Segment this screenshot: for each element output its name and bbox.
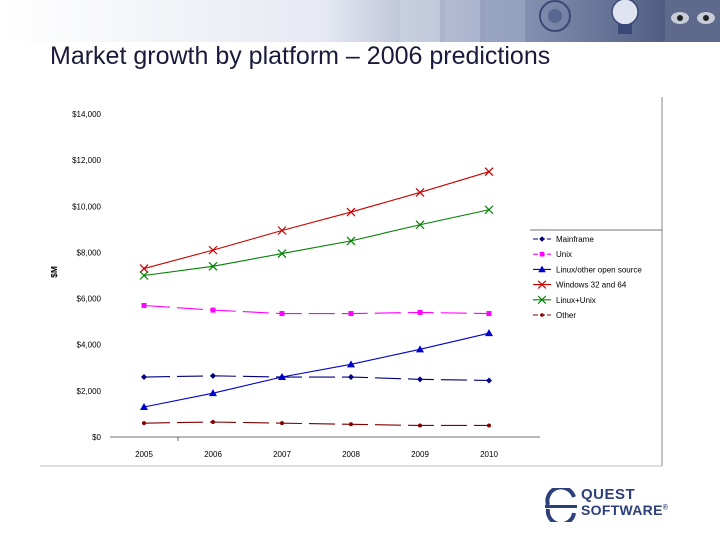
quest-logo-icon — [545, 488, 577, 522]
legend-label: Windows 32 and 64 — [556, 281, 627, 290]
data-point — [487, 423, 491, 428]
series-line-unix — [143, 304, 490, 315]
legend-label: Unix — [556, 250, 572, 259]
data-point — [277, 226, 287, 235]
header-banner — [0, 0, 720, 42]
data-point — [537, 295, 547, 305]
data-point — [139, 271, 149, 280]
data-point — [486, 377, 492, 384]
data-point — [484, 205, 494, 215]
data-point — [278, 373, 286, 381]
data-point — [416, 345, 424, 353]
x-tick-label: 2010 — [480, 450, 498, 459]
series-line-linux-other-open-source — [143, 332, 490, 408]
data-point — [538, 265, 546, 273]
legend: Mainframe Unix Linux/other open source Wind… — [533, 235, 642, 320]
data-point — [346, 207, 356, 217]
lightbulb-icon — [611, 0, 639, 34]
y-tick-label: $0 — [92, 433, 101, 442]
data-point — [540, 313, 544, 317]
y-tick-label: $8,000 — [77, 248, 102, 257]
y-tick-label: $12,000 — [72, 156, 101, 165]
data-point — [210, 372, 216, 379]
y-tick-label: $14,000 — [72, 110, 101, 119]
data-point — [485, 329, 493, 337]
banner-graphic — [0, 0, 720, 42]
data-point — [140, 403, 148, 411]
y-axis-ticks: $0 $2,000 $4,000 $6,000 $8,000 $10,000 $12,000… — [72, 110, 101, 442]
quest-software-logo: QUEST SOFTWARE® — [545, 484, 695, 524]
registered-mark: ® — [662, 504, 669, 512]
x-tick-label: 2005 — [135, 450, 153, 459]
x-tick-label: 2009 — [411, 450, 429, 459]
data-point — [208, 261, 218, 271]
data-point — [415, 188, 425, 197]
data-point — [208, 245, 218, 255]
data-point — [347, 360, 355, 368]
data-point — [139, 264, 149, 274]
data-point — [141, 374, 147, 381]
data-point — [280, 421, 284, 426]
data-point — [418, 423, 422, 428]
series-group — [139, 167, 494, 428]
data-point — [539, 236, 545, 242]
data-point — [417, 376, 423, 383]
legend-label: Linux/other open source — [556, 265, 642, 274]
data-point — [210, 307, 216, 313]
logo-line-2-text: SOFTWARE — [581, 502, 663, 518]
data-point — [209, 389, 217, 397]
data-point — [346, 236, 356, 246]
x-tick-label: 2007 — [273, 450, 291, 459]
logo-line-2: SOFTWARE® — [581, 502, 668, 518]
data-point — [277, 249, 287, 259]
lightbulb-icon — [539, 0, 571, 32]
data-point — [484, 167, 494, 177]
series-line-windows-32-and-64 — [143, 171, 490, 270]
data-point — [539, 251, 545, 257]
data-point — [142, 421, 146, 426]
x-tick-label: 2006 — [204, 450, 222, 459]
page-title: Market growth by platform – 2006 predict… — [50, 42, 551, 70]
legend-label: Linux+Unix — [556, 296, 596, 305]
legend-label: Other — [556, 311, 576, 320]
y-tick-label: $4,000 — [77, 341, 102, 350]
data-point — [349, 422, 353, 427]
data-point — [417, 309, 423, 315]
data-point — [415, 220, 425, 230]
y-tick-label: $2,000 — [77, 387, 102, 396]
y-axis-label: $M — [49, 266, 59, 278]
data-point — [537, 280, 547, 289]
data-point — [141, 302, 147, 308]
face-icon — [665, 0, 720, 42]
legend-label: Mainframe — [556, 235, 594, 244]
data-point — [279, 311, 285, 317]
series-line-linux-unix — [143, 209, 490, 277]
series-line-other — [143, 421, 489, 427]
data-point — [348, 311, 354, 317]
series-line-mainframe — [143, 375, 490, 382]
y-tick-label: $10,000 — [72, 202, 101, 211]
x-tick-label: 2008 — [342, 450, 360, 459]
y-tick-label: $6,000 — [77, 295, 102, 304]
data-point — [486, 311, 492, 317]
data-point — [348, 374, 354, 381]
logo-line-1: QUEST — [581, 486, 636, 503]
data-point — [211, 420, 215, 425]
x-axis-ticks: 2005 2006 2007 2008 2009 2010 — [135, 437, 498, 459]
